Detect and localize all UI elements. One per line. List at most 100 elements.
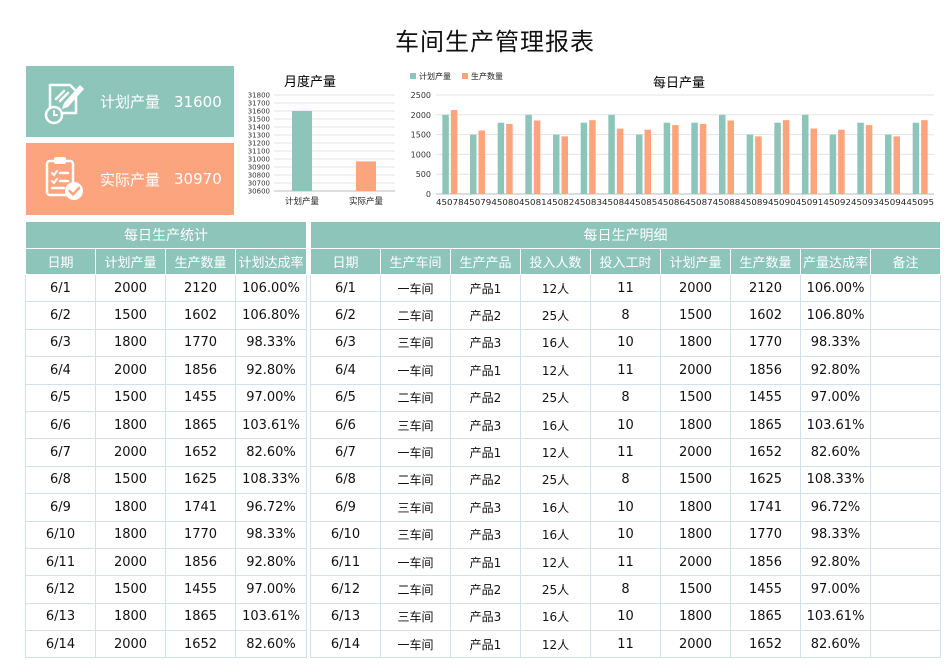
column-header: 投入人数 bbox=[520, 248, 591, 275]
table-row: 6/14 一车间 产品1 12人 11 2000 1652 82.60% bbox=[310, 630, 942, 659]
table-cell bbox=[869, 301, 942, 330]
table-row: 6/9 三车间 产品3 16人 10 1800 1741 96.72% bbox=[310, 493, 942, 522]
table-cell: 97.00% bbox=[235, 383, 307, 412]
table-cell: 6/5 bbox=[25, 383, 96, 412]
bar bbox=[616, 128, 624, 194]
table-cell bbox=[869, 602, 942, 632]
table-row: 6/8 1500 1625 108.33% bbox=[25, 465, 307, 495]
y-tick-label: 30800 bbox=[248, 172, 270, 180]
table-cell: 98.33% bbox=[800, 520, 871, 549]
table-cell: 92.80% bbox=[800, 356, 871, 385]
table-cell: 产品1 bbox=[450, 356, 521, 385]
table-cell: 一车间 bbox=[380, 630, 451, 659]
daily-detail-table: 每日生产明细 日期 生产车间 生产产品 投入人数 投入工时 计划产量 生产数量 产量达成率 备注… bbox=[309, 221, 942, 659]
table-cell: 产品1 bbox=[450, 273, 521, 303]
table-cell: 11 bbox=[590, 547, 661, 577]
table-cell: 1800 bbox=[660, 328, 731, 358]
table-cell: 2000 bbox=[660, 438, 731, 467]
x-tick-label: 45086 bbox=[657, 197, 685, 207]
column-header: 生产产品 bbox=[450, 248, 521, 275]
table-cell: 1800 bbox=[95, 410, 166, 440]
table-cell: 一车间 bbox=[380, 438, 451, 467]
table-cell: 2000 bbox=[95, 438, 166, 467]
table-cell: 产品2 bbox=[450, 383, 521, 412]
y-tick-label: 31000 bbox=[248, 156, 270, 164]
table-cell: 产品3 bbox=[450, 493, 521, 522]
table-cell bbox=[869, 383, 942, 412]
x-tick-label: 45090 bbox=[768, 197, 796, 207]
table-cell: 1500 bbox=[95, 301, 166, 330]
table-cell: 6/10 bbox=[25, 520, 96, 549]
kpi-plan-label: 计划产量 bbox=[100, 93, 161, 111]
bar bbox=[533, 120, 541, 194]
table-cell: 11 bbox=[590, 630, 661, 659]
table-cell: 1865 bbox=[730, 410, 801, 440]
x-tick-label: 45083 bbox=[574, 197, 602, 207]
table-cell: 1865 bbox=[165, 410, 236, 440]
table-cell: 1800 bbox=[660, 493, 731, 522]
table-cell: 10 bbox=[590, 520, 661, 549]
y-tick-label: 31100 bbox=[248, 148, 270, 156]
bar bbox=[746, 134, 754, 194]
table-cell: 6/11 bbox=[25, 547, 96, 577]
table-cell: 1602 bbox=[165, 301, 236, 330]
x-tick-label: 45080 bbox=[491, 197, 519, 207]
bar bbox=[506, 123, 513, 194]
table-cell: 92.80% bbox=[235, 547, 307, 577]
table-cell bbox=[869, 547, 942, 577]
table-cell: 8 bbox=[590, 301, 661, 330]
table-cell: 16人 bbox=[520, 520, 591, 549]
column-header: 日期 bbox=[310, 248, 381, 275]
table-cell: 1770 bbox=[165, 520, 236, 549]
table-cell: 16人 bbox=[520, 493, 591, 522]
table-cell: 1500 bbox=[660, 465, 731, 495]
bar bbox=[719, 114, 726, 194]
table-cell: 产品3 bbox=[450, 328, 521, 358]
y-tick-label: 31600 bbox=[248, 108, 270, 116]
table-row: 6/6 三车间 产品3 16人 10 1800 1865 103.61% bbox=[310, 410, 942, 440]
y-tick-label: 1000 bbox=[411, 150, 431, 159]
table-cell: 6/3 bbox=[310, 328, 381, 358]
table-cell: 1770 bbox=[730, 328, 801, 358]
table-cell: 6/8 bbox=[25, 465, 96, 495]
table-cell: 25人 bbox=[520, 465, 591, 495]
table-cell: 106.00% bbox=[235, 273, 307, 303]
table-row: 6/7 2000 1652 82.60% bbox=[25, 438, 307, 467]
table-cell bbox=[869, 630, 942, 659]
table-cell: 2000 bbox=[95, 273, 166, 303]
table-cell: 82.60% bbox=[800, 630, 871, 659]
bar bbox=[497, 122, 505, 194]
y-tick-label: 30900 bbox=[248, 164, 270, 172]
table-cell: 10 bbox=[590, 410, 661, 440]
table-cell: 二车间 bbox=[380, 465, 451, 495]
bar bbox=[810, 128, 817, 194]
bar bbox=[782, 120, 790, 194]
table-cell: 6/6 bbox=[310, 410, 381, 440]
table-cell: 产品1 bbox=[450, 438, 521, 467]
table-row: 6/5 二车间 产品2 25人 8 1500 1455 97.00% bbox=[310, 383, 942, 412]
table-cell: 1770 bbox=[730, 520, 801, 549]
bar bbox=[636, 134, 643, 194]
x-tick-label: 45087 bbox=[685, 197, 713, 207]
table-cell: 2000 bbox=[660, 356, 731, 385]
table-cell: 6/4 bbox=[310, 356, 381, 385]
table-cell: 三车间 bbox=[380, 602, 451, 632]
table-row: 6/12 1500 1455 97.00% bbox=[25, 575, 307, 604]
table-cell: 97.00% bbox=[800, 383, 871, 412]
x-tick-label: 45085 bbox=[630, 197, 658, 207]
table-cell: 1741 bbox=[730, 493, 801, 522]
y-tick-label: 31400 bbox=[248, 124, 270, 132]
x-tick-label: 45093 bbox=[851, 197, 879, 207]
table-cell: 6/13 bbox=[25, 602, 96, 632]
x-tick-label: 45081 bbox=[519, 197, 547, 207]
table-cell: 6/6 bbox=[25, 410, 96, 440]
table-cell bbox=[869, 438, 942, 467]
bar bbox=[450, 110, 458, 194]
bar bbox=[727, 120, 734, 194]
table-cell: 25人 bbox=[520, 383, 591, 412]
table-cell: 96.72% bbox=[235, 493, 307, 522]
x-tick-label: 45092 bbox=[823, 197, 851, 207]
table-cell: 2120 bbox=[165, 273, 236, 303]
kpi-actual-value: 30970 bbox=[174, 170, 222, 188]
table-row: 6/3 1800 1770 98.33% bbox=[25, 328, 307, 358]
